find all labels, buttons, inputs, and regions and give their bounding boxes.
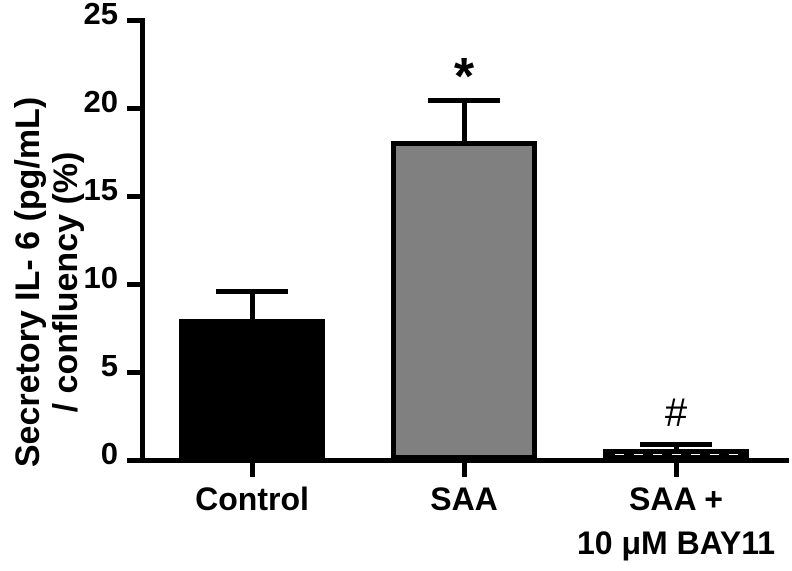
y-tick-label-5: 5 (100, 348, 118, 383)
category-label-line: SAA (430, 481, 498, 517)
y-tick-15 (127, 193, 142, 199)
bar-control (179, 319, 325, 460)
x-tick-saa (461, 462, 467, 477)
category-label-line: Control (195, 481, 309, 517)
bar-saa (391, 141, 537, 460)
y-tick-label-10: 10 (83, 260, 118, 295)
x-tick-saa-bay11 (673, 462, 679, 477)
y-tick-5 (127, 369, 142, 375)
error-bar-cap-saa (428, 98, 500, 104)
category-label-line: SAA + (629, 481, 723, 517)
y-tick-10 (127, 281, 142, 287)
error-bar-stem-saa (461, 100, 467, 154)
y-tick-label-20: 20 (83, 84, 118, 119)
error-bar-cap-saa-bay11 (640, 441, 712, 447)
y-tick-0 (127, 457, 142, 463)
y-tick-label-15: 15 (83, 172, 118, 207)
category-label-line: 10 μM BAY11 (576, 525, 776, 561)
x-tick-control (249, 462, 255, 477)
y-tick-25 (127, 17, 142, 23)
category-label-control: Control (122, 477, 382, 521)
y-axis-line (139, 17, 145, 463)
category-label-saa-bay11: SAA + 10 μM BAY11 (546, 477, 792, 565)
y-axis-label-line1: Secretory IL- 6 (pg/mL) (9, 96, 47, 468)
significance-asterisk-saa: * (453, 47, 475, 106)
error-bar-stem-control (249, 291, 255, 332)
significance-hash-saa-bay11: # (664, 391, 688, 436)
error-bar-cap-control (216, 288, 288, 294)
category-label-saa: SAA (334, 477, 594, 521)
y-tick-label-0: 0 (100, 436, 118, 471)
y-tick-20 (127, 105, 142, 111)
x-axis-line (139, 457, 789, 463)
y-tick-label-25: 25 (83, 0, 118, 31)
